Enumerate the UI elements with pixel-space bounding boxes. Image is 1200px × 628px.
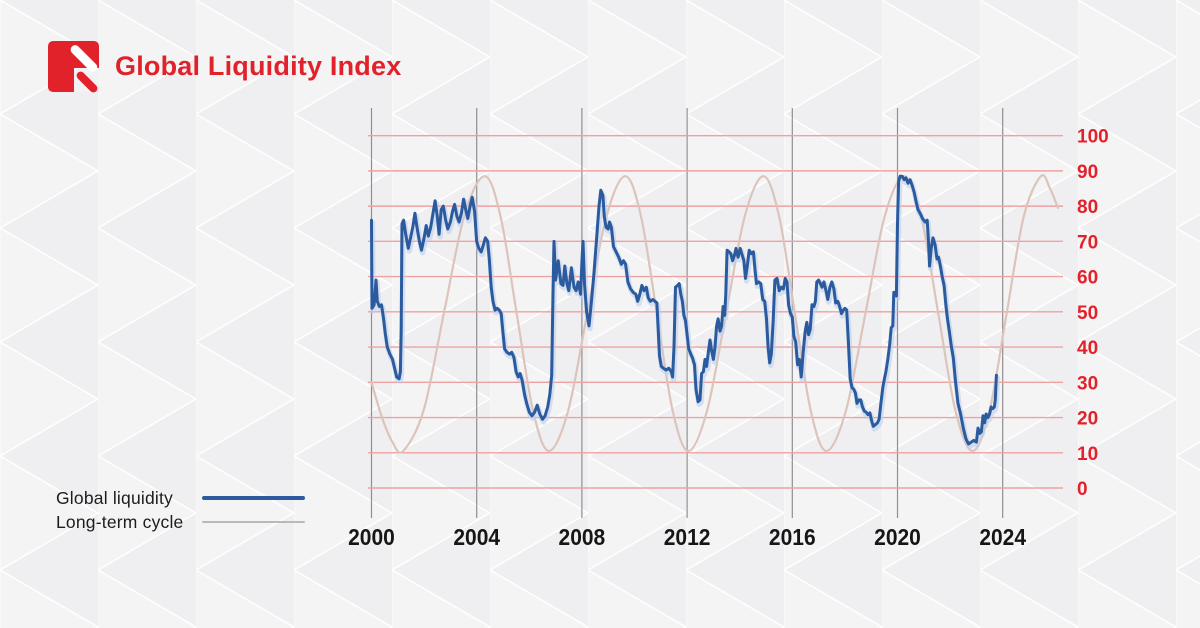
x-tick-label: 2012 xyxy=(664,524,711,550)
legend-label-global-liquidity: Global liquidity xyxy=(56,487,174,508)
y-tick-label: 90 xyxy=(1077,162,1098,183)
y-tick-label: 60 xyxy=(1077,268,1098,289)
x-tick-label: 2004 xyxy=(453,524,501,550)
y-tick-label: 0 xyxy=(1077,479,1088,500)
x-tick-label: 2020 xyxy=(874,524,921,550)
legend-item-global-liquidity: Global liquidity xyxy=(56,486,305,510)
x-tick-label: 2016 xyxy=(769,524,816,550)
y-tick-label: 10 xyxy=(1077,444,1098,465)
cycle-line xyxy=(370,174,1059,454)
header: Global Liquidity Index xyxy=(48,41,402,95)
y-tick-label: 80 xyxy=(1077,197,1098,218)
y-tick-label: 40 xyxy=(1077,338,1098,359)
y-tick-label: 100 xyxy=(1077,127,1109,148)
legend: Global liquidity Long-term cycle xyxy=(56,486,305,534)
x-tick-label: 2024 xyxy=(979,524,1027,550)
liquidity-line xyxy=(370,174,998,446)
y-tick-label: 50 xyxy=(1077,303,1098,324)
x-tick-label: 2008 xyxy=(559,524,606,550)
legend-swatch-long-term-cycle xyxy=(202,521,305,523)
y-tick-label: 30 xyxy=(1077,373,1098,394)
legend-label-long-term-cycle: Long-term cycle xyxy=(56,511,184,532)
legend-item-long-term-cycle: Long-term cycle xyxy=(56,510,305,534)
x-tick-label: 2000 xyxy=(348,524,395,550)
page-title: Global Liquidity Index xyxy=(115,51,402,81)
y-tick-label: 70 xyxy=(1077,232,1098,253)
y-tick-label: 20 xyxy=(1077,409,1098,430)
brand-logo-icon xyxy=(48,41,100,95)
legend-swatch-global-liquidity xyxy=(202,496,305,500)
